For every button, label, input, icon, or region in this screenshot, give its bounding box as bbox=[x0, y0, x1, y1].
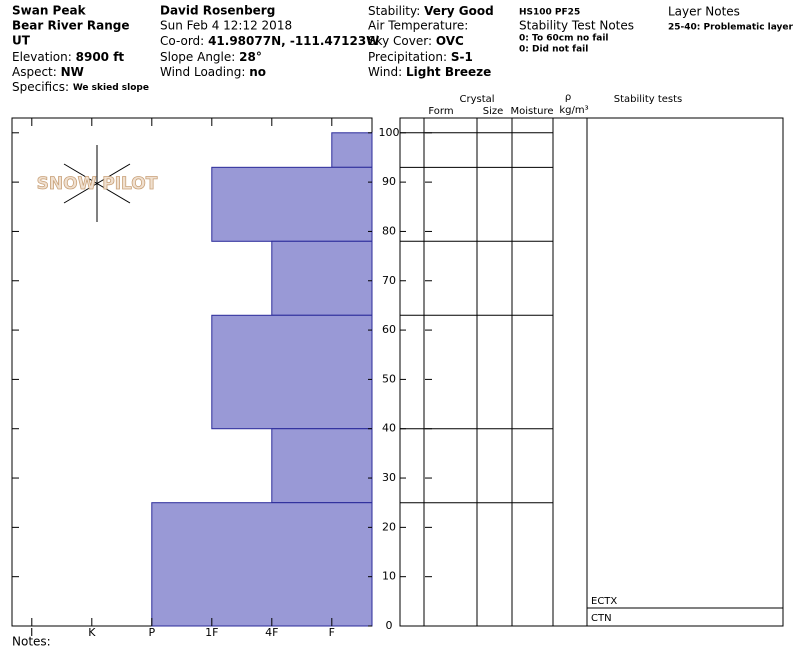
field: Elevation: 8900 ft bbox=[12, 50, 124, 64]
value: Very Good bbox=[424, 4, 494, 18]
y-tick-label: 30 bbox=[382, 471, 396, 484]
value: We skied slope bbox=[73, 83, 149, 93]
column-header: Stability tests bbox=[614, 94, 683, 105]
value: S-1 bbox=[451, 50, 473, 64]
state: UT bbox=[12, 34, 31, 48]
field: Aspect: NW bbox=[12, 65, 84, 79]
range: Bear River Range bbox=[12, 19, 130, 33]
hardness-layer bbox=[271, 428, 373, 504]
label: Co-ord: bbox=[160, 34, 204, 48]
observer: David Rosenberg bbox=[160, 4, 275, 18]
label: Precipitation: bbox=[368, 50, 447, 64]
field: Specifics: We skied slope bbox=[12, 80, 149, 94]
field: Stability: Very Good bbox=[368, 4, 494, 18]
x-tick-label: K bbox=[88, 626, 96, 639]
stability-test: ECTX bbox=[591, 596, 617, 607]
test-notes-title: Stability Test Notes bbox=[519, 19, 634, 33]
hardness-layer bbox=[331, 132, 373, 168]
hardness-layer bbox=[211, 166, 373, 242]
y-tick-label: 60 bbox=[382, 323, 396, 336]
x-tick-label: 1F bbox=[205, 626, 218, 639]
label: Specifics: bbox=[12, 80, 69, 94]
column-header: kg/m³ bbox=[559, 105, 588, 116]
logo bbox=[63, 145, 131, 222]
x-tick-label: I bbox=[30, 626, 33, 639]
field: Precipitation: S-1 bbox=[368, 50, 473, 64]
label: Stability: bbox=[368, 4, 420, 18]
field: Wind Loading: no bbox=[160, 65, 266, 79]
value: no bbox=[249, 65, 266, 79]
label: Slope Angle: bbox=[160, 50, 235, 64]
date: Sun Feb 4 12:12 2018 bbox=[160, 19, 292, 33]
table-frame bbox=[399, 117, 784, 627]
column-header: ρ bbox=[565, 92, 571, 103]
label: Wind: bbox=[368, 65, 402, 79]
value: NW bbox=[61, 65, 84, 79]
y-tick-label: 50 bbox=[382, 372, 396, 385]
site: Swan Peak bbox=[12, 4, 87, 18]
label: Elevation: bbox=[12, 50, 72, 64]
column-header: Size bbox=[483, 106, 504, 117]
hs: HS100 PF25 bbox=[519, 8, 580, 18]
hardness-layer bbox=[151, 502, 373, 627]
layer-note: 25-40: Problematic layer bbox=[668, 23, 794, 33]
y-tick-label: 90 bbox=[382, 175, 396, 188]
column-header: Form bbox=[428, 106, 453, 117]
value: 28° bbox=[239, 50, 262, 64]
hardness-layer bbox=[211, 314, 373, 430]
label: Sky Cover: bbox=[368, 34, 432, 48]
value: Light Breeze bbox=[406, 65, 491, 79]
x-tick-label: P bbox=[148, 626, 155, 639]
test-note: 0: Did not fail bbox=[519, 45, 588, 55]
field: Sky Cover: OVC bbox=[368, 34, 464, 48]
field: Co-ord: 41.98077N, -111.47123W bbox=[160, 34, 379, 48]
value: OVC bbox=[436, 34, 464, 48]
y-tick-label: 10 bbox=[382, 570, 396, 583]
column-header: Moisture bbox=[510, 106, 553, 117]
layer-notes-title: Layer Notes bbox=[668, 5, 740, 19]
hardness-layer bbox=[271, 240, 373, 316]
field: Wind: Light Breeze bbox=[368, 65, 491, 79]
y-tick-label: 0 bbox=[386, 619, 393, 632]
notes-label: Notes: bbox=[12, 635, 51, 646]
field: Slope Angle: 28° bbox=[160, 50, 262, 64]
column-header: Crystal bbox=[459, 94, 494, 105]
y-tick-label: 20 bbox=[382, 520, 396, 533]
stability-test: CTN bbox=[591, 613, 612, 624]
value: 8900 ft bbox=[76, 50, 125, 64]
y-tick-label: 100 bbox=[379, 126, 400, 139]
label: Air Temperature: bbox=[368, 19, 468, 33]
label: Wind Loading: bbox=[160, 65, 245, 79]
value: 41.98077N, -111.47123W bbox=[208, 34, 379, 48]
y-tick-label: 70 bbox=[382, 274, 396, 287]
x-tick-label: 4F bbox=[265, 626, 278, 639]
y-tick-label: 40 bbox=[382, 422, 396, 435]
logo-text: SNOW PILOT bbox=[37, 174, 158, 194]
label: Aspect: bbox=[12, 65, 57, 79]
y-tick-label: 80 bbox=[382, 224, 396, 237]
x-tick-label: F bbox=[329, 626, 335, 639]
flake-arm bbox=[63, 163, 131, 204]
test-note: 0: To 60cm no fail bbox=[519, 34, 609, 44]
